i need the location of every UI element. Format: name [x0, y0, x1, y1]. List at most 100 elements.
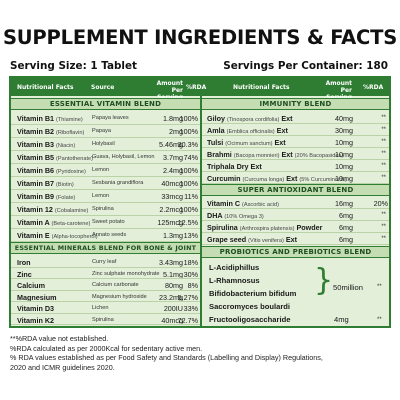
column-divider — [200, 96, 202, 326]
nutrient-suffix: Powder — [296, 223, 323, 232]
nutrient-standardization: (5% Curcuminoids) — [299, 177, 347, 183]
nutrient-rda: ** — [381, 212, 386, 218]
nutrient-rda: 100% — [179, 179, 198, 188]
minerals-blend-heading: ESSENTIAL MINERALS BLEND FOR BONE & JOIN… — [11, 242, 200, 254]
nutrient-subname: (Riboflavin) — [56, 130, 85, 136]
nutrient-source: Spirulina — [92, 206, 114, 212]
page-title: SUPPLEMENT INGREDIENTS & FACTS — [2, 26, 398, 49]
nutrient-rda: ** — [381, 175, 386, 181]
row-divider — [11, 150, 200, 151]
nutrient-rda: 100% — [179, 166, 198, 175]
nutrient-name: Giloy (Tinospora cordifolia) Ext — [207, 114, 293, 123]
nutrient-name: Vitamin B6 (Pyridoxine) — [17, 166, 86, 175]
nutrient-source: Sesbania grandiflora — [92, 180, 144, 186]
footnote: %RDA calculated as per 2000Kcal for sede… — [10, 343, 203, 353]
nutrient-source: Sweet potato — [92, 219, 125, 225]
nutrient-amount: 6mg — [339, 211, 353, 220]
footnote: % RDA values established as per Food Saf… — [10, 353, 323, 363]
footnotes: **%RDA value not established. %RDA calcu… — [10, 334, 395, 372]
nutrient-name: Vitamin B9 (Folate) — [17, 192, 75, 201]
row-divider — [202, 171, 389, 172]
nutrient-rda: ** — [381, 139, 386, 145]
nutrient-subname: (Pyridoxine) — [56, 169, 86, 175]
nutrient-label: Vitamin B1 — [17, 114, 55, 123]
nutrient-amount: 33mcg — [161, 192, 183, 201]
nutrient-name: Vitamin B5 (Pantothenate) — [17, 153, 93, 162]
nutrient-label: Vitamin B2 — [17, 127, 55, 136]
table-row: Vitamin B2 (Riboflavin) Papaya 2mg 100% — [11, 125, 200, 137]
header-rda: %RDA — [186, 84, 207, 91]
table-row: Vitamin D3 Lichen 200IU 33% — [11, 302, 200, 314]
table-row: Vitamin C (Ascorbic acid) 16mg 20% — [11, 197, 389, 209]
antioxidant-blend-heading: SUPER ANTIOXIDANT BLEND — [202, 184, 389, 196]
row-divider — [202, 135, 389, 136]
nutrient-rda: 30.3% — [177, 140, 198, 149]
table-row: Vitamin B7 (Biotin) Sesbania grandiflora 4… — [11, 177, 200, 189]
nutrient-label: Curcumin — [207, 174, 241, 183]
nutrient-rda: 8% — [187, 281, 198, 290]
servings-per-container: Servings Per Container: 180 — [223, 60, 388, 72]
row-divider — [11, 202, 200, 203]
nutrient-amount: 80mg — [165, 281, 183, 290]
nutrient-subname: (Niacin) — [56, 143, 76, 149]
row-divider — [11, 124, 200, 125]
nutrient-source: Papaya — [92, 128, 111, 134]
nutrient-label: Vitamin E — [17, 231, 50, 240]
nutrient-name: Brahmi (Bacopa monnieri) Ext (20% Bacopa… — [207, 150, 343, 159]
nutrient-rda: 100% — [179, 114, 198, 123]
row-divider — [11, 312, 200, 314]
nutrient-subname: (Ascorbic acid) — [242, 202, 280, 208]
nutrient-name: Grape seed (Vitis venifera) Ext — [207, 235, 297, 244]
nutrient-amount: 200IU — [163, 304, 183, 313]
nutrient-rda: 72.7% — [177, 315, 198, 325]
nutrient-amount: 10mg — [335, 150, 353, 159]
header-source: Source — [91, 84, 115, 91]
nutrient-label: Iron — [17, 258, 31, 267]
table-row: Vitamin B5 (Pantothenate) Guava, Holybasi… — [11, 151, 200, 163]
row-divider — [202, 183, 389, 184]
nutrient-suffix: Ext — [286, 174, 298, 183]
supplement-facts-panel: Nutritional Facts Source Amount Per Serv… — [9, 76, 391, 328]
nutrient-rda: ** — [381, 115, 386, 121]
nutrient-label: DHA — [207, 211, 223, 220]
nutrient-source: Annato seeds — [92, 232, 127, 238]
table-row: Amla (Emblica officinalis) Ext 30mg ** — [11, 124, 389, 136]
nutrient-name: Vitamin A (Beta-carotene) — [17, 218, 90, 227]
row-divider — [11, 301, 200, 302]
nutrient-subname: (Bacopa monnieri) — [233, 153, 280, 159]
nutrient-name: Tulsi (Ocimum sanctum) Ext — [207, 138, 286, 147]
row-divider — [11, 215, 200, 216]
footnote: 2020 and ICMR guidelines 2020. — [10, 362, 115, 372]
nutrient-label: Tulsi — [207, 138, 224, 147]
nutrient-source: Lemon — [92, 167, 110, 173]
table-row: Iron Curry leaf 3.43mg 18% — [11, 256, 200, 268]
row-divider — [11, 228, 200, 229]
nutrient-amount: 5.1mg — [163, 269, 183, 279]
nutrient-rda: ** — [381, 236, 386, 242]
table-row: Vitamin B9 (Folate) Lemon 33mcg 11% — [11, 190, 200, 202]
nutrient-label: Triphala — [207, 162, 235, 171]
nutrient-rda: 12.5% — [177, 218, 198, 227]
nutrient-amount: 10mg — [335, 138, 353, 147]
table-header: Nutritional Facts Source Amount Per Serv… — [11, 78, 389, 101]
nutrient-label: Vitamin D3 — [17, 304, 55, 313]
immunity-blend-heading: IMMUNITY BLEND — [202, 98, 389, 110]
nutrient-subname: (Biotin) — [56, 182, 74, 188]
nutrient-rda: 100% — [179, 205, 198, 214]
nutrient-amount: 30mg — [335, 126, 353, 135]
nutrient-amount: 2mg — [169, 127, 183, 136]
nutrient-name: Zinc — [17, 270, 32, 279]
probiotic-group-rda: ** — [377, 284, 382, 290]
nutrient-label: Zinc — [17, 269, 32, 279]
nutrient-name: Triphala Dry Ext — [207, 162, 262, 171]
nutrient-amount: 10mg — [335, 174, 353, 183]
probiotic-group-amount: 50million — [333, 283, 363, 292]
probiotic-item: Saccromyces boulardi — [209, 302, 291, 311]
table-row: Spirulina (Arthrospira platensis) Powder… — [11, 221, 389, 233]
nutrient-suffix: Ext — [274, 138, 286, 147]
nutrient-amount: 125mcg — [157, 218, 183, 227]
nutrient-label: Vitamin 12 — [17, 205, 53, 214]
nutrient-subname: (Pantothenate) — [56, 156, 94, 162]
nutrient-amount: 1.3mg — [163, 231, 183, 240]
nutrient-label: Vitamin K2 — [17, 315, 55, 325]
